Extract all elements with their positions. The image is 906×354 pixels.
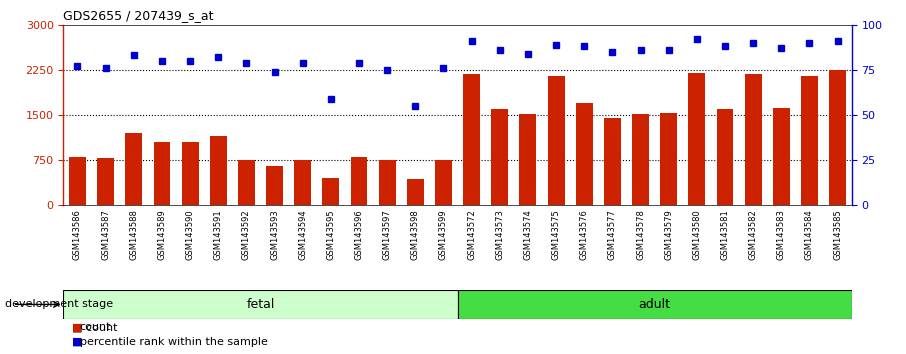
Bar xyxy=(210,136,226,205)
Bar xyxy=(717,109,734,205)
Bar xyxy=(689,73,705,205)
Bar xyxy=(604,118,621,205)
Bar xyxy=(63,290,458,319)
Bar xyxy=(351,156,368,205)
Bar xyxy=(660,113,677,205)
Bar xyxy=(69,157,86,205)
Bar xyxy=(153,142,170,205)
Text: percentile rank within the sample: percentile rank within the sample xyxy=(80,337,267,347)
Bar xyxy=(463,74,480,205)
Bar xyxy=(97,158,114,205)
Bar xyxy=(547,76,564,205)
Bar xyxy=(801,76,818,205)
Bar xyxy=(181,142,198,205)
Bar xyxy=(125,133,142,205)
Text: ■: ■ xyxy=(72,322,83,332)
Bar xyxy=(294,160,311,205)
Text: ■ count: ■ count xyxy=(72,322,118,332)
Bar xyxy=(773,108,790,205)
Text: ■: ■ xyxy=(72,337,83,347)
Text: fetal: fetal xyxy=(246,298,275,311)
Text: adult: adult xyxy=(639,298,670,311)
Bar xyxy=(829,70,846,205)
Text: count: count xyxy=(80,322,111,332)
Bar xyxy=(745,74,762,205)
Bar xyxy=(519,114,536,205)
Bar xyxy=(458,290,852,319)
Text: GDS2655 / 207439_s_at: GDS2655 / 207439_s_at xyxy=(63,9,214,22)
Bar xyxy=(491,109,508,205)
Bar xyxy=(407,179,424,205)
Bar xyxy=(576,103,593,205)
Text: development stage: development stage xyxy=(5,299,112,309)
Bar xyxy=(632,114,649,205)
Bar xyxy=(266,166,283,205)
Bar xyxy=(379,160,396,205)
Bar xyxy=(238,160,255,205)
Bar xyxy=(435,160,452,205)
Bar xyxy=(323,178,339,205)
